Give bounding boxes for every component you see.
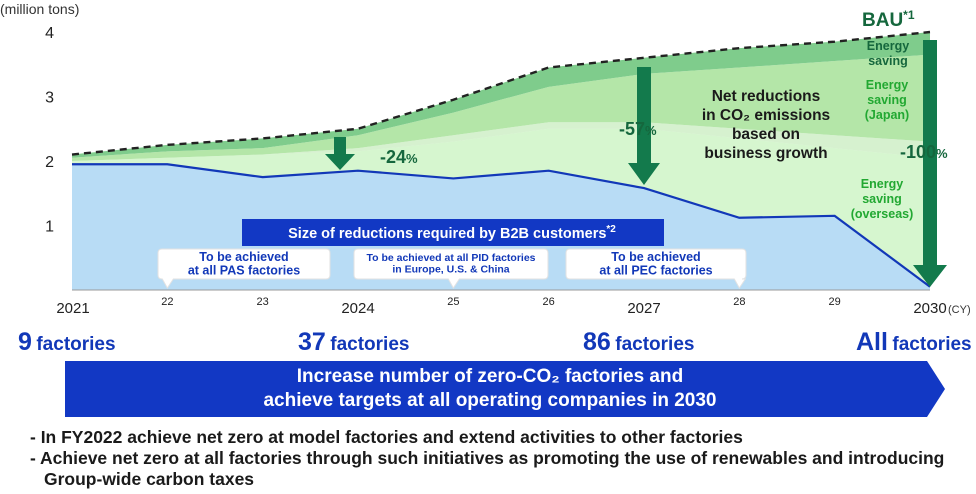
label-line: Net reductions [712,88,821,105]
reduction-arrow-2024 [325,137,355,170]
banner-line-2: achieve targets at all operating compani… [263,390,717,411]
reduction-value: -100 [900,142,936,162]
y-tick-label: 3 [45,90,54,107]
bullet-item: - In FY2022 achieve net zero at model fa… [30,427,743,447]
x-tick-label: 2024 [341,300,374,317]
label-line: (overseas) [851,207,914,221]
b2b-banner-text: Size of reductions required by B2B custo… [288,224,616,242]
bau-note: *1 [903,8,915,22]
reduction-arrow-2027 [628,67,660,185]
reduction-label-2024: -24% [380,147,418,167]
callout-box [157,248,331,289]
label-line: saving [867,93,907,107]
reduction-arrow-2030 [913,40,947,287]
bullet-list: - In FY2022 achieve net zero at model fa… [30,427,970,490]
x-tick-label: 22 [161,296,173,308]
banner-arrow-shape [65,361,945,417]
x-tick-label: 28 [733,296,745,308]
label-line: at all PEC factories [599,264,712,278]
label-line: To be achieved [611,250,700,264]
factory-count-2021: 9 factories [18,328,116,357]
factory-count-unit: factories [892,334,972,355]
net-emissions-line [72,163,931,288]
y-tick-label: 2 [45,154,54,171]
banner-arrow [65,361,945,417]
reduction-value: -24 [380,147,406,167]
reduction-percent: % [645,123,657,138]
callout-box [353,248,549,289]
factory-count-2027: 86 factories [583,328,694,357]
x-tick-label: 25 [447,296,459,308]
label-line: at all PAS factories [188,264,300,278]
energy-saving-overseas-area [72,128,930,287]
label-line: saving [868,54,908,68]
label-line: To be achieved at all PID factories [366,252,535,264]
x-tick-label: 2027 [627,300,660,317]
factory-count-number: 86 [583,328,611,356]
y-tick-label: 1 [45,219,54,236]
energy-saving-area [72,32,930,158]
x-tick-label: 2021 [56,300,89,317]
b2b-note: *2 [606,224,616,235]
label-line: Energy [867,39,909,53]
label-line: Energy [861,177,903,191]
bau-label: BAU*1 [862,8,915,31]
label-line: based on [732,126,800,143]
energy-saving-japan-band [72,54,930,162]
net-reductions-label: Net reductions in CO₂ emissions based on bu… [702,88,830,162]
energy-saving-japan-area [72,122,930,161]
label-line: in Europe, U.S. & China [392,264,509,276]
label-line: business growth [704,145,827,162]
energy-saving-label: Energy saving [867,39,909,68]
label-line: Energy [866,78,908,92]
callout-box [565,248,747,289]
label-line: in CO₂ emissions [702,107,830,124]
reduction-percent: % [406,151,418,166]
x-tick-label: 23 [257,296,269,308]
bau-text: BAU [862,10,903,31]
bullet-item: - Achieve net zero at all factories thro… [30,448,945,489]
factory-count-unit: factories [36,334,116,355]
y-unit-label: (million tons) [0,1,79,17]
callout-text: To be achieved at all PEC factories [599,250,712,278]
x-tick-label: 26 [543,296,555,308]
b2b-banner [242,219,664,246]
factory-count-unit: factories [330,334,410,355]
banner-text: Increase number of zero-CO₂ factories an… [65,365,915,413]
bau-line [71,30,931,156]
factory-count-number: 37 [298,328,326,356]
label-line: To be achieved [199,250,288,264]
factory-count-number: 9 [18,328,32,356]
energy-saving-japan-label: Energy saving (Japan) [865,78,909,122]
factory-count-2024: 37 factories [298,328,409,357]
factory-count-unit: factories [615,334,695,355]
x-unit-label: (CY) [948,304,971,316]
y-tick-label: 4 [45,25,54,42]
label-line: saving [862,192,902,206]
callout-text: To be achieved at all PAS factories [188,250,300,278]
banner-line-1: Increase number of zero-CO₂ factories an… [296,366,684,387]
reduction-label-2027: -57% [619,119,657,139]
b2b-text: Size of reductions required by B2B custo… [288,226,606,242]
factory-count-number: All [856,328,888,356]
reduction-value: -57 [619,119,645,139]
energy-saving-overseas-label: Energy saving (overseas) [851,177,914,221]
factory-count-2030: All factories [856,328,972,357]
x-tick-label: 29 [829,296,841,308]
reduction-percent: % [936,146,948,161]
callout-text: To be achieved at all PID factories in Eu… [366,252,535,276]
x-tick-label: 2030 [913,300,946,317]
reduction-label-2030: -100% [900,142,948,162]
label-line: (Japan) [865,108,909,122]
